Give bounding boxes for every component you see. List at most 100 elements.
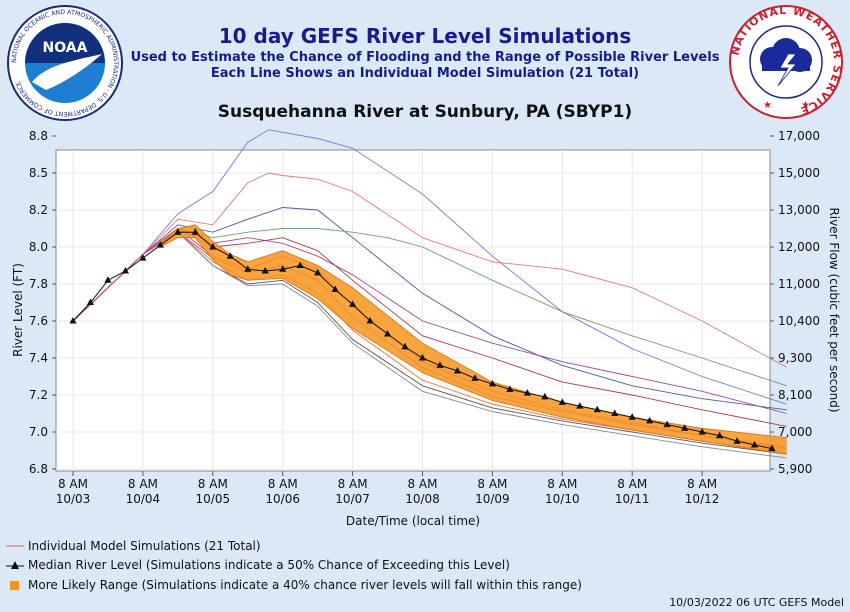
median-marker	[663, 420, 671, 428]
x-tick-time: 8 AM	[687, 477, 717, 491]
chart-subtitle-1: Used to Estimate the Chance of Flooding …	[130, 50, 720, 65]
y-tick-label-left: 8.5	[29, 166, 48, 180]
legend-individual-swatch	[6, 545, 24, 547]
median-marker	[244, 265, 252, 272]
x-tick-date: 10/10	[545, 492, 580, 506]
median-marker	[156, 241, 164, 248]
chart-subtitle-2: Each Line Shows an Individual Model Simu…	[210, 66, 640, 81]
median-marker	[314, 268, 322, 276]
median-marker	[698, 428, 706, 435]
x-tick-time: 8 AM	[58, 477, 88, 491]
median-marker	[646, 416, 654, 424]
x-axis-label: Date/Time (local time)	[346, 514, 480, 528]
median-marker	[733, 437, 741, 444]
x-tick-date: 10/08	[405, 492, 440, 506]
median-marker	[436, 361, 444, 368]
legend-range-label: More Likely Range (Simulations indicate …	[28, 578, 582, 592]
x-tick-time: 8 AM	[547, 477, 577, 491]
y-tick-label-right: 13,000	[778, 203, 820, 217]
y-tick-label-right: 7,000	[778, 425, 812, 439]
median-marker	[541, 392, 549, 400]
x-tick-time: 8 AM	[407, 477, 437, 491]
more-likely-range-band	[160, 224, 787, 455]
median-marker	[383, 329, 392, 337]
y-tick-label-left: 7.6	[29, 314, 48, 328]
median-marker	[139, 254, 147, 261]
median-marker	[366, 317, 374, 324]
y-tick-label-left: 7.8	[29, 277, 48, 291]
simulation-line-1	[72, 129, 787, 405]
svg-text:★: ★	[763, 100, 772, 111]
y-tick-label-left: 7.2	[29, 388, 48, 402]
legend-individual: Individual Model Simulations (21 Total)	[6, 539, 261, 553]
median-marker	[418, 354, 427, 361]
legend-range-swatch	[10, 581, 19, 590]
y-tick-label-left: 8.0	[29, 240, 48, 254]
simulation-line-3	[72, 207, 787, 411]
y-tick-label-right: 11,000	[778, 277, 820, 291]
simulation-line-2	[72, 172, 787, 368]
median-marker	[715, 431, 724, 439]
median-marker	[191, 228, 199, 235]
median-marker	[628, 413, 636, 420]
median-marker	[576, 402, 584, 409]
median-marker	[349, 300, 357, 307]
legend-range: More Likely Range (Simulations indicate …	[6, 578, 582, 592]
x-tick-time: 8 AM	[198, 477, 228, 491]
x-tick-date: 10/04	[126, 492, 161, 506]
median-marker	[611, 409, 619, 416]
y-tick-label-right: 8,100	[778, 388, 812, 402]
nws-logo: NATIONAL WEATHER SERVICE ★ ★	[728, 4, 843, 119]
model-run-footer: 10/03/2022 06 UTC GEFS Model	[669, 596, 844, 609]
x-tick-time: 8 AM	[477, 477, 507, 491]
y-tick-label-left: 6.8	[29, 462, 48, 476]
x-tick-time: 8 AM	[268, 477, 298, 491]
x-tick-time: 8 AM	[128, 477, 158, 491]
y-tick-label-right: 10,400	[778, 314, 820, 328]
x-tick-date: 10/07	[335, 492, 370, 506]
range-edge-low	[160, 237, 787, 455]
y-tick-label-right: 5,900	[778, 462, 812, 476]
median-marker	[523, 389, 531, 396]
y-tick-label-right: 12,000	[778, 240, 820, 254]
median-marker	[86, 298, 95, 305]
median-marker	[768, 444, 776, 452]
median-marker	[471, 374, 479, 381]
x-tick-date: 10/03	[56, 492, 91, 506]
legend-median: Median River Level (Simulations indicate…	[6, 558, 510, 572]
noaa-logo: NATIONAL OCEANIC AND ATMOSPHERIC ADMINIS…	[7, 5, 123, 121]
median-marker	[104, 276, 112, 283]
y-tick-label-right: 9,300	[778, 351, 812, 365]
plot-area	[55, 149, 771, 472]
median-marker	[558, 398, 566, 405]
y-tick-label-left: 8.2	[29, 203, 48, 217]
median-marker	[401, 342, 409, 350]
y-tick-label-right: 15,000	[778, 166, 820, 180]
x-tick-date: 10/12	[685, 492, 720, 506]
median-marker	[261, 267, 269, 274]
y-tick-label-left: 7.0	[29, 425, 48, 439]
x-tick-time: 8 AM	[617, 477, 647, 491]
legend-median-swatch	[6, 561, 24, 569]
x-tick-time: 8 AM	[338, 477, 368, 491]
legend-individual-label: Individual Model Simulations (21 Total)	[28, 539, 261, 553]
median-marker	[174, 228, 182, 235]
median-marker	[226, 252, 234, 259]
chart-title: 10 day GEFS River Level Simulations	[218, 24, 632, 48]
median-marker	[593, 405, 601, 413]
y-tick-label-left: 8.8	[29, 129, 48, 143]
location-title: Susquehanna River at Sunbury, PA (SBYP1)	[217, 102, 633, 122]
median-marker	[488, 379, 496, 387]
median-marker	[121, 267, 130, 274]
median-marker	[750, 440, 759, 448]
y-axis-label-left: River Level (FT)	[11, 263, 25, 357]
median-marker	[331, 285, 339, 293]
y-tick-label-left: 7.4	[29, 351, 48, 365]
x-tick-date: 10/11	[615, 492, 650, 506]
x-tick-date: 10/06	[265, 492, 300, 506]
svg-text:★: ★	[801, 100, 810, 111]
x-tick-date: 10/09	[475, 492, 510, 506]
x-tick-date: 10/05	[196, 492, 231, 506]
median-marker	[69, 317, 77, 324]
legend-median-label: Median River Level (Simulations indicate…	[28, 558, 510, 572]
